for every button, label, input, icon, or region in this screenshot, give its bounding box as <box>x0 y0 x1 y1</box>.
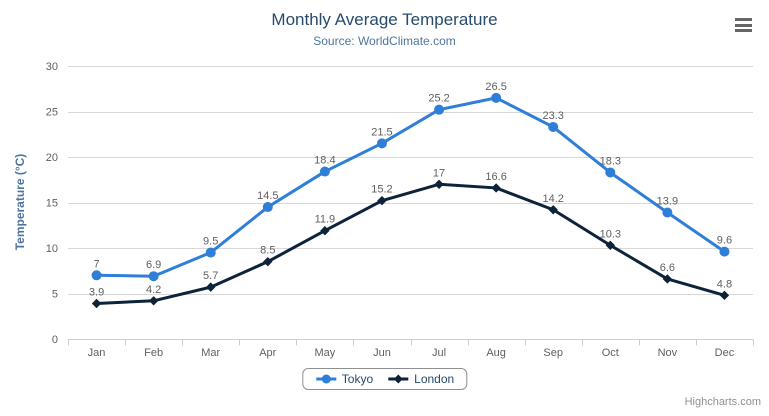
hamburger-bar <box>735 29 752 32</box>
tokyo-legend-marker-icon <box>315 374 336 384</box>
series-line-tokyo <box>96 96 726 278</box>
y-axis-title: Temperature (°C) <box>13 153 27 251</box>
data-label: 23.3 <box>542 110 563 122</box>
x-tick-label: Dec <box>715 347 735 359</box>
legend-item-tokyo[interactable]: Tokyo <box>315 372 373 386</box>
data-label: 10.3 <box>600 228 621 240</box>
data-label: 18.4 <box>314 155 335 167</box>
data-point-london-may[interactable] <box>320 226 330 236</box>
data-point-tokyo-feb[interactable] <box>148 271 159 282</box>
y-tick-label: 15 <box>46 198 58 210</box>
data-point-tokyo-dec[interactable] <box>719 246 730 257</box>
data-point-tokyo-may[interactable] <box>319 166 330 177</box>
data-label: 13.9 <box>657 196 678 208</box>
x-tick-label: Mar <box>201 347 220 359</box>
hamburger-bar <box>735 18 752 21</box>
data-label: 17 <box>433 167 445 179</box>
data-label: 14.5 <box>257 190 278 202</box>
data-point-tokyo-oct[interactable] <box>605 167 616 178</box>
x-tick-label: Aug <box>486 347 506 359</box>
data-point-london-dec[interactable] <box>719 290 730 301</box>
y-tick-label: 10 <box>46 243 58 255</box>
hamburger-icon[interactable] <box>733 16 754 37</box>
x-tick-label: May <box>314 347 335 359</box>
data-label: 25.2 <box>428 93 449 105</box>
data-label: 9.5 <box>203 236 218 248</box>
x-tick-label: Sep <box>543 347 563 359</box>
credits-link[interactable]: Highcharts.com <box>684 396 761 408</box>
data-label: 5.7 <box>203 270 218 282</box>
legend-label: London <box>414 372 455 386</box>
data-label: 11.9 <box>315 214 336 226</box>
data-point-tokyo-aug[interactable] <box>491 92 502 103</box>
x-tick-label: Oct <box>602 347 619 359</box>
data-label: 26.5 <box>485 81 506 93</box>
data-label: 16.6 <box>485 171 506 183</box>
data-point-tokyo-jun[interactable] <box>376 138 387 149</box>
data-point-tokyo-sep[interactable] <box>548 121 559 132</box>
legend-item-london[interactable]: London <box>387 372 454 386</box>
y-tick-label: 25 <box>46 107 58 119</box>
x-tick-label: Apr <box>259 347 276 359</box>
hamburger-bar <box>735 23 752 27</box>
data-point-london-feb[interactable] <box>148 296 159 306</box>
data-point-tokyo-jul[interactable] <box>434 104 445 115</box>
data-label: 8.5 <box>260 245 275 257</box>
data-point-london-nov[interactable] <box>662 274 673 284</box>
data-label: 4.8 <box>717 278 732 290</box>
x-tick-label: Jan <box>88 347 106 359</box>
legend: Tokyo London <box>301 368 468 390</box>
data-point-london-apr[interactable] <box>263 256 273 267</box>
data-point-london-jul[interactable] <box>434 179 444 189</box>
data-label: 9.6 <box>717 235 732 247</box>
series-line-london <box>96 182 725 306</box>
y-tick-label: 30 <box>46 61 58 73</box>
data-label: 14.2 <box>542 193 563 205</box>
data-point-london-jan[interactable] <box>91 298 102 309</box>
data-point-tokyo-jan[interactable] <box>91 270 102 281</box>
x-tick-label: Jun <box>373 347 391 359</box>
y-tick-label: 20 <box>46 152 58 164</box>
legend-label: Tokyo <box>341 372 374 386</box>
data-point-london-sep[interactable] <box>548 205 558 215</box>
data-label: 7 <box>93 258 99 270</box>
data-point-tokyo-nov[interactable] <box>662 207 673 218</box>
x-tick-label: Nov <box>658 347 678 359</box>
x-tick-label: Jul <box>432 347 446 359</box>
data-label: 18.3 <box>600 155 621 167</box>
chart-subtitle: Source: WorldClimate.com <box>313 34 456 48</box>
data-label: 6.6 <box>660 262 675 274</box>
data-point-london-oct[interactable] <box>605 240 615 250</box>
chart-title: Monthly Average Temperature <box>271 10 498 29</box>
y-tick-label: 0 <box>52 334 58 346</box>
data-label: 3.9 <box>89 287 104 299</box>
x-tick-label: Feb <box>144 347 163 359</box>
data-label: 15.2 <box>371 184 392 196</box>
data-label: 6.9 <box>146 259 161 271</box>
data-point-london-jun[interactable] <box>377 195 387 206</box>
data-point-tokyo-apr[interactable] <box>262 202 273 213</box>
y-tick-label: 5 <box>52 289 58 301</box>
data-label: 4.2 <box>146 284 161 296</box>
data-point-london-mar[interactable] <box>206 282 216 292</box>
london-legend-marker-icon <box>388 374 409 384</box>
data-label: 21.5 <box>371 126 392 138</box>
data-point-london-aug[interactable] <box>491 183 501 193</box>
data-point-tokyo-mar[interactable] <box>205 247 216 258</box>
